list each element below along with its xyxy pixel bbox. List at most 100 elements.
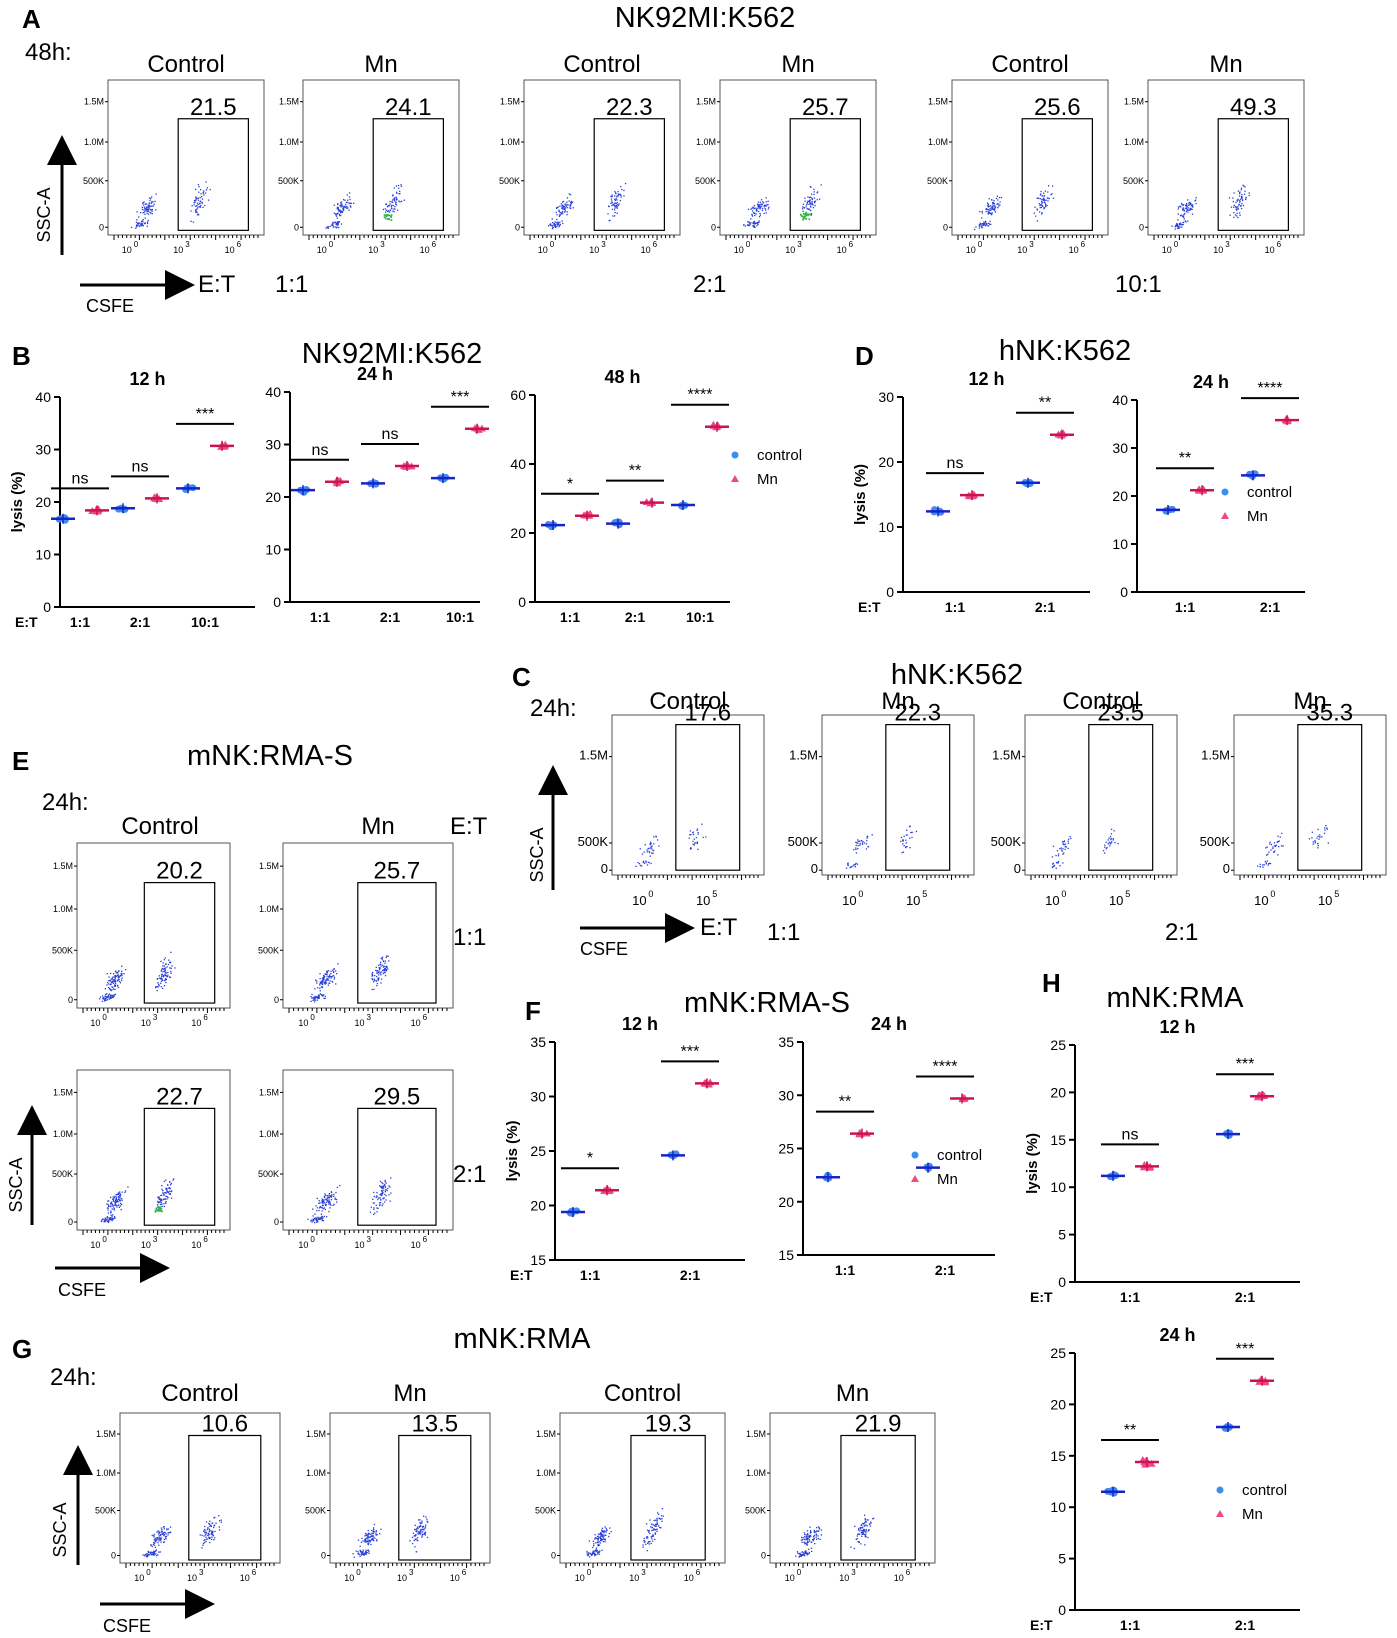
event-dot xyxy=(1269,843,1271,845)
event-dot xyxy=(802,203,805,205)
event-dot xyxy=(218,1526,220,1528)
event-dot xyxy=(109,997,111,1000)
event-dot xyxy=(802,1554,804,1556)
event-dot xyxy=(382,1189,384,1191)
gate-value: 25.6 xyxy=(1034,94,1081,121)
x-tick-label: 10 xyxy=(1069,245,1079,255)
event-dot xyxy=(118,970,120,972)
event-dot xyxy=(1269,841,1271,843)
event-dot xyxy=(810,206,812,208)
event-dot xyxy=(115,976,117,978)
event-dot xyxy=(752,222,754,224)
event-dot xyxy=(419,1533,421,1535)
scatter-dots xyxy=(325,184,405,229)
chart-title: 24 h xyxy=(357,364,393,384)
x-tick-exponent: 0 xyxy=(1270,889,1275,899)
event-dot xyxy=(988,209,990,211)
event-dot xyxy=(155,1537,158,1539)
event-dot xyxy=(384,1186,387,1188)
event-dot xyxy=(170,970,172,973)
event-dot xyxy=(1237,198,1239,200)
event-dot xyxy=(115,1193,117,1196)
event-dot xyxy=(412,1532,415,1534)
event-dot xyxy=(1057,855,1060,857)
event-dot xyxy=(220,1519,222,1521)
event-dot xyxy=(373,981,375,983)
event-dot xyxy=(755,222,757,224)
event-dot xyxy=(1189,209,1191,211)
event-dot xyxy=(136,226,138,228)
event-dot xyxy=(345,203,347,206)
event-dot xyxy=(371,1538,373,1541)
event-dot xyxy=(744,225,747,227)
event-dot xyxy=(121,975,123,977)
event-dot xyxy=(1060,849,1063,851)
event-dot xyxy=(909,825,911,827)
event-dot xyxy=(371,978,373,980)
event-dot xyxy=(1176,222,1178,225)
event-dot xyxy=(119,1205,122,1207)
event-dot xyxy=(380,1199,382,1201)
event-dot xyxy=(999,201,1001,203)
event-dot xyxy=(658,845,660,847)
event-dot xyxy=(380,1185,382,1188)
significance-mark: ns xyxy=(72,470,89,487)
event-dot xyxy=(330,977,332,979)
event-dot xyxy=(1187,207,1189,209)
event-dot xyxy=(1041,199,1043,201)
event-dot xyxy=(1308,838,1311,840)
x-tick-label: 10 xyxy=(641,245,651,255)
event-dot xyxy=(162,1190,164,1192)
event-dot xyxy=(115,1198,117,1201)
event-dot xyxy=(650,862,652,865)
event-dot xyxy=(416,1531,418,1533)
event-dot xyxy=(396,209,399,211)
event-dot xyxy=(160,982,162,984)
y-tick-label: 40 xyxy=(35,389,51,405)
event-dot xyxy=(316,980,318,982)
event-dot xyxy=(138,225,141,227)
event-dot xyxy=(1187,199,1189,201)
event-dot xyxy=(1186,204,1188,206)
event-dot xyxy=(1035,215,1037,217)
event-dot xyxy=(119,1193,121,1195)
event-dot xyxy=(321,1198,323,1200)
event-dot xyxy=(147,206,149,208)
panel-b-title: NK92MI:K562 xyxy=(302,338,483,370)
event-dot xyxy=(1265,863,1267,865)
event-dot xyxy=(320,1213,322,1215)
event-dot xyxy=(987,204,989,206)
event-dot xyxy=(604,1539,606,1541)
event-dot xyxy=(620,196,622,198)
event-dot xyxy=(343,206,345,208)
x-tick-label: 10 xyxy=(90,1018,100,1028)
event-dot xyxy=(103,1221,105,1223)
event-dot xyxy=(986,209,988,211)
event-dot xyxy=(750,218,752,220)
event-dot xyxy=(392,210,394,212)
event-dot xyxy=(1179,215,1182,217)
event-dot xyxy=(323,979,325,981)
event-dot xyxy=(340,206,342,208)
event-dot xyxy=(1110,839,1112,841)
event-dot xyxy=(615,204,617,207)
event-dot xyxy=(816,1530,818,1532)
event-dot xyxy=(321,983,323,985)
event-dot xyxy=(1109,845,1111,847)
event-dot xyxy=(368,1532,370,1535)
event-dot xyxy=(813,188,815,190)
event-dot xyxy=(813,1537,815,1539)
event-dot xyxy=(659,1526,661,1529)
event-dot xyxy=(144,210,146,213)
event-dot xyxy=(171,965,173,967)
event-dot xyxy=(119,1191,121,1193)
event-dot xyxy=(861,1533,863,1535)
event-dot xyxy=(1048,185,1050,187)
event-dot xyxy=(346,194,348,196)
panel-f-label: F xyxy=(525,996,541,1026)
event-dot xyxy=(1272,847,1274,850)
event-dot xyxy=(321,986,323,988)
event-dot xyxy=(1233,212,1235,214)
event-dot xyxy=(150,1551,152,1553)
gate-value: 35.3 xyxy=(1306,700,1353,727)
